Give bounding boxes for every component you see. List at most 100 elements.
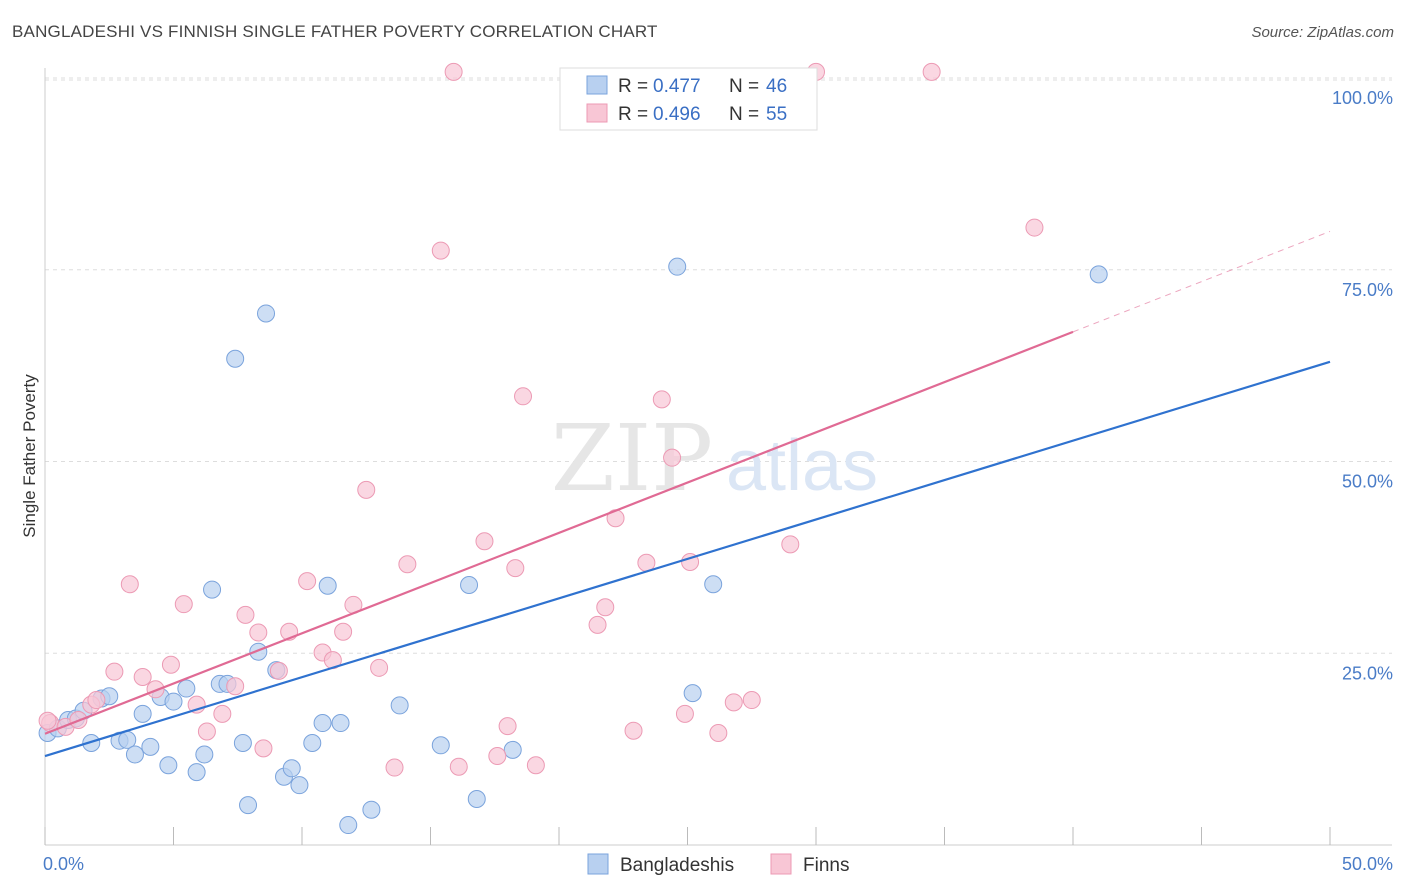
bangladeshis-point-14 bbox=[159, 756, 178, 775]
bangladeshis-point-24 bbox=[239, 796, 258, 815]
finns-point-27 bbox=[385, 758, 404, 777]
chart-title: BANGLADESHI VS FINNISH SINGLE FATHER POV… bbox=[12, 22, 658, 41]
bangladeshis-point-32 bbox=[313, 714, 332, 733]
finns-point-13 bbox=[213, 704, 232, 723]
finns-point-48 bbox=[724, 693, 743, 712]
finns-point-44 bbox=[663, 448, 682, 467]
finns-point-37 bbox=[526, 756, 545, 775]
finns-point-38 bbox=[588, 615, 607, 634]
bangladeshis-point-45 bbox=[1089, 265, 1108, 284]
y-tick-label-1: 50.0% bbox=[1342, 472, 1393, 492]
bangladeshis-point-33 bbox=[318, 576, 337, 595]
finns-point-50 bbox=[781, 535, 800, 554]
x-tick-label-0: 0.0% bbox=[43, 854, 84, 874]
bangladeshis-point-31 bbox=[303, 733, 322, 752]
finns-trend-line bbox=[44, 330, 1074, 735]
finns-point-5 bbox=[105, 662, 124, 681]
finns-point-8 bbox=[146, 680, 165, 699]
finns-point-18 bbox=[269, 661, 288, 680]
finns-point-6 bbox=[120, 575, 139, 594]
bangladeshis-point-18 bbox=[195, 745, 214, 764]
bottom-legend-label-bangladeshis: Bangladeshis bbox=[620, 855, 734, 876]
x-tick-labels: 0.0% 50.0% bbox=[43, 854, 1393, 874]
finns-point-26 bbox=[370, 658, 389, 677]
legend-n-label-1: N = bbox=[729, 76, 759, 97]
x-tick-label-1: 50.0% bbox=[1342, 854, 1393, 874]
legend-swatch-finns bbox=[586, 103, 608, 123]
legend-r-label-2: R = bbox=[618, 104, 648, 125]
bangladeshis-point-30 bbox=[290, 776, 309, 795]
bangladeshis-point-39 bbox=[460, 575, 479, 594]
bangladeshis-point-15 bbox=[164, 692, 183, 711]
watermark: ZIP atlas bbox=[551, 405, 878, 512]
bangladeshis-point-25 bbox=[249, 642, 268, 661]
finns-point-43 bbox=[652, 390, 671, 409]
finns-point-12 bbox=[197, 722, 216, 741]
finns-point-29 bbox=[431, 241, 450, 260]
finns-point-28 bbox=[398, 555, 417, 574]
legend-n-label-2: N = bbox=[729, 104, 759, 125]
finns-point-34 bbox=[498, 717, 517, 736]
bangladeshis-point-42 bbox=[668, 257, 687, 276]
finns-point-35 bbox=[506, 559, 525, 578]
bangladeshis-point-40 bbox=[467, 789, 486, 808]
watermark-zip: ZIP bbox=[551, 405, 713, 512]
bangladeshis-point-41 bbox=[503, 740, 522, 759]
legend-n-value-2: 55 bbox=[766, 104, 787, 125]
finns-trend-line-extension bbox=[1072, 230, 1331, 333]
finns-point-52 bbox=[922, 62, 941, 81]
finns-point-47 bbox=[709, 724, 728, 743]
finns-point-32 bbox=[475, 532, 494, 551]
finns-point-23 bbox=[334, 622, 353, 641]
finns-point-49 bbox=[742, 691, 761, 710]
finns-point-16 bbox=[249, 623, 268, 642]
finns-point-25 bbox=[357, 480, 376, 499]
trend-lines bbox=[44, 230, 1331, 758]
legend-r-value-2: 0.496 bbox=[653, 104, 701, 125]
bangladeshis-point-44 bbox=[704, 575, 723, 594]
finns-point-53 bbox=[1025, 218, 1044, 237]
bangladeshis-point-16 bbox=[177, 679, 196, 698]
y-axis-title: Single Father Poverty bbox=[20, 374, 39, 538]
bangladeshis-point-22 bbox=[226, 349, 245, 368]
finns-point-31 bbox=[449, 757, 468, 776]
bangladeshis-point-5 bbox=[82, 733, 101, 752]
legend: R = 0.477 N = 46 R = 0.496 N = 55 bbox=[559, 67, 818, 131]
series-finns-points bbox=[38, 62, 1044, 777]
source-credit: Source: ZipAtlas.com bbox=[1251, 24, 1394, 41]
y-tick-labels: 25.0% 50.0% 75.0% 100.0% bbox=[1332, 88, 1393, 683]
series-bangladeshis-points bbox=[38, 257, 1108, 835]
legend-r-label-1: R = bbox=[618, 76, 648, 97]
bangladeshis-point-37 bbox=[390, 696, 409, 715]
finns-point-17 bbox=[254, 739, 273, 758]
finns-point-54 bbox=[38, 711, 57, 730]
finns-point-4 bbox=[87, 691, 106, 710]
bangladeshis-point-17 bbox=[187, 763, 206, 782]
y-tick-label-2: 75.0% bbox=[1342, 280, 1393, 300]
bangladeshis-point-23 bbox=[233, 733, 252, 752]
bottom-legend-label-finns: Finns bbox=[803, 855, 849, 876]
legend-swatch-bangladeshis bbox=[586, 75, 608, 95]
legend-r-value-1: 0.477 bbox=[653, 76, 701, 97]
legend-n-value-1: 46 bbox=[766, 76, 787, 97]
bangladeshis-point-38 bbox=[431, 736, 450, 755]
bangladeshis-point-11 bbox=[133, 704, 152, 723]
gridlines bbox=[45, 77, 1392, 654]
bangladeshis-point-12 bbox=[141, 737, 160, 756]
bottom-legend: Bangladeshis Finns bbox=[587, 853, 849, 876]
finns-point-14 bbox=[226, 677, 245, 696]
bangladeshis-point-10 bbox=[125, 745, 144, 764]
finns-point-45 bbox=[675, 704, 694, 723]
finns-point-41 bbox=[624, 721, 643, 740]
finns-point-7 bbox=[133, 668, 152, 687]
bangladeshis-trend-line bbox=[44, 360, 1331, 758]
finns-point-36 bbox=[514, 387, 533, 406]
y-tick-label-0: 25.0% bbox=[1342, 663, 1393, 683]
bangladeshis-point-29 bbox=[282, 759, 301, 778]
bottom-legend-swatch-finns bbox=[770, 853, 792, 875]
finns-point-33 bbox=[488, 747, 507, 766]
finns-point-15 bbox=[236, 605, 255, 624]
finns-point-39 bbox=[596, 598, 615, 617]
bottom-legend-swatch-bangladeshis bbox=[587, 853, 609, 875]
